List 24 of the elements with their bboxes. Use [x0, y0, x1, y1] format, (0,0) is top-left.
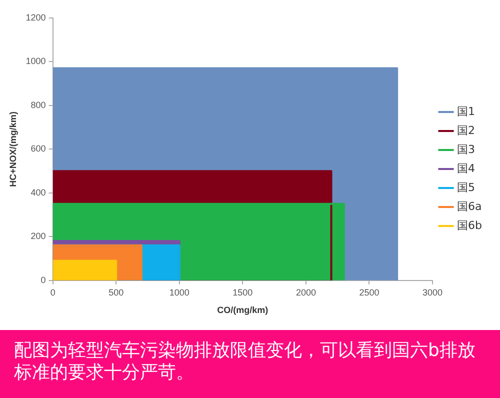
legend-label: 国6a: [457, 200, 482, 213]
legend-label: 国2: [457, 124, 476, 137]
y-tick-label: 400: [30, 187, 46, 198]
x-tick-label: 3000: [422, 287, 443, 298]
legend-label: 国5: [457, 180, 476, 194]
legend-label: 国1: [457, 104, 476, 118]
text: 配图为轻型汽车污染物排放限值变化，可以看到国六b排放标准的要求十分严苛。: [0, 330, 500, 398]
x-axis-title: CO/(mg/km): [217, 305, 268, 316]
legend-label: 国6b: [457, 218, 482, 232]
y-tick-label: 600: [30, 144, 46, 154]
y-tick-label: 1200: [26, 12, 46, 22]
x-tick-label: 2000: [296, 287, 316, 298]
x-tick-label: 1000: [169, 287, 190, 298]
y-tick-label: 1000: [26, 56, 46, 66]
y-axis-title: HC+NOX/(mg/km): [8, 112, 18, 187]
x-tick-label: 500: [108, 287, 124, 298]
y-tick-label: 200: [30, 231, 46, 242]
y-tick-label: 800: [30, 100, 46, 110]
x-tick-label: 0: [50, 287, 56, 298]
x-tick-label: 2500: [359, 287, 380, 298]
y-tick-label: 0: [40, 274, 46, 285]
legend-label: 国3: [457, 142, 476, 156]
x-tick-label: 1500: [232, 287, 253, 298]
legend-label: 国4: [457, 162, 476, 175]
